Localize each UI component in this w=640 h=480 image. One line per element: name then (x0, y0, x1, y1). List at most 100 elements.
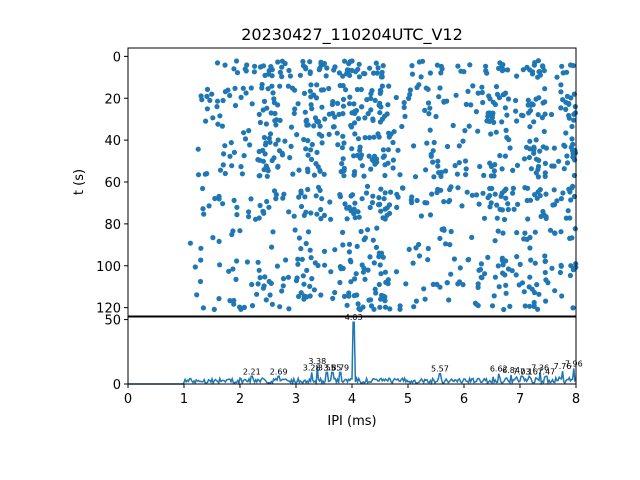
scatter-point (378, 208, 384, 214)
scatter-point (292, 87, 298, 93)
scatter-point (342, 201, 348, 207)
scatter-point (493, 84, 500, 90)
scatter-point (572, 110, 579, 116)
scatter-point (321, 212, 327, 218)
scatter-panel: 0 20 40 60 80 100 120 t (s) (72, 47, 579, 317)
scatter-point (390, 139, 396, 146)
scatter-point (291, 110, 297, 116)
scatter-point (260, 63, 267, 69)
scatter-point (216, 193, 222, 199)
scatter-point (433, 113, 439, 120)
scatter-point (270, 90, 276, 96)
scatter-point (261, 134, 267, 141)
scatter-point (239, 171, 245, 177)
scatter-point (295, 256, 301, 262)
scatter-point (358, 152, 365, 158)
scatter-point (215, 121, 221, 127)
scatter-point (335, 100, 341, 106)
scatter-point (314, 149, 320, 155)
scatter-point (475, 128, 481, 134)
scatter-point (221, 151, 227, 157)
scatter-point (341, 173, 347, 179)
ipi-peak-label: 3.65 (323, 363, 341, 372)
scatter-point (370, 193, 376, 199)
scatter-point (569, 235, 575, 241)
scatter-point (232, 85, 238, 91)
scatter-point (337, 279, 343, 286)
scatter-point (362, 135, 368, 141)
scatter-point (209, 91, 215, 97)
scatter-point (274, 263, 280, 269)
scatter-point (346, 101, 353, 107)
scatter-point (558, 229, 564, 235)
scatter-point (540, 208, 546, 215)
scatter-point (571, 117, 577, 123)
scatter-point (275, 137, 281, 143)
scatter-point (450, 122, 456, 129)
scatter-point (277, 117, 283, 123)
scatter-point (340, 242, 346, 248)
scatter-point (308, 82, 314, 88)
scatter-point (402, 113, 408, 119)
scatter-point (375, 65, 381, 71)
scatter-point (346, 204, 352, 210)
scatter-point (373, 244, 379, 250)
scatter-point (380, 254, 386, 260)
scatter-point (503, 195, 509, 201)
scatter-point (336, 70, 342, 76)
scatter-point (308, 255, 314, 261)
scatter-point (384, 205, 390, 211)
scatter-point (430, 159, 436, 165)
ipi-x-tick-label: 8 (572, 392, 580, 407)
scatter-point (275, 164, 281, 170)
scatter-point (488, 131, 494, 137)
scatter-point (261, 167, 267, 173)
scatter-point (273, 196, 279, 202)
scatter-point (562, 143, 568, 149)
scatter-point (558, 82, 564, 88)
scatter-point (227, 92, 233, 99)
scatter-point (299, 256, 305, 262)
scatter-point (323, 73, 329, 79)
ipi-peak-label: 7.47 (537, 367, 555, 376)
scatter-point (542, 258, 548, 264)
scatter-point (480, 190, 486, 196)
scatter-point (427, 105, 433, 111)
scatter-point (249, 303, 256, 309)
scatter-point (557, 269, 564, 276)
scatter-point (385, 147, 391, 153)
scatter-point (314, 82, 320, 88)
scatter-point (527, 146, 533, 152)
scatter-point (321, 171, 327, 177)
scatter-point (377, 100, 383, 106)
scatter-point (564, 160, 571, 166)
scatter-point (277, 304, 283, 310)
scatter-point (298, 290, 304, 296)
scatter-point (424, 200, 430, 206)
scatter-point (341, 293, 348, 299)
scatter-point (467, 62, 473, 68)
scatter-point (475, 284, 481, 290)
scatter-point (227, 153, 233, 159)
scatter-point (541, 128, 547, 135)
scatter-point (409, 63, 415, 69)
scatter-point (452, 163, 458, 169)
scatter-point (313, 193, 319, 199)
scatter-point (527, 303, 533, 309)
ipi-x-tick-label: 1 (180, 392, 188, 407)
ipi-peak-label: 7.36 (531, 363, 549, 372)
scatter-point (558, 262, 564, 268)
scatter-point (564, 93, 571, 99)
ipi-peak-label: 3.55 (318, 363, 336, 372)
scatter-point (533, 96, 539, 102)
scatter-point (486, 93, 492, 99)
scatter-point (303, 240, 309, 247)
scatter-point (436, 94, 442, 100)
scatter-point (295, 101, 301, 107)
scatter-point (563, 215, 569, 221)
scatter-point (501, 188, 508, 194)
scatter-point (334, 130, 340, 136)
scatter-point (526, 284, 532, 290)
scatter-point (428, 153, 434, 159)
scatter-point (261, 98, 268, 104)
